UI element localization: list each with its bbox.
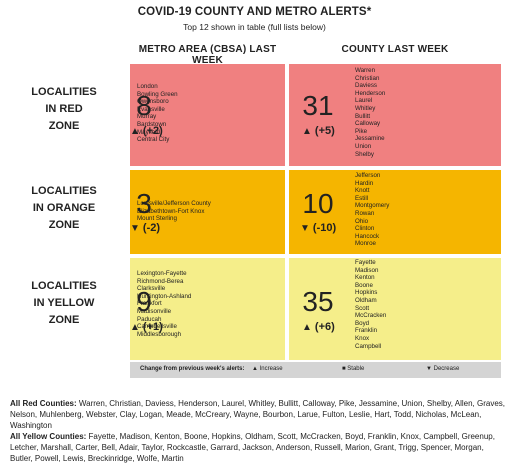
red-metro-change: ▲ (+2): [130, 125, 163, 137]
list-item: Central City: [137, 136, 170, 144]
all-red-counties: All Red Counties: Warren, Christian, Dav…: [10, 399, 505, 430]
increase-icon: ▲: [302, 126, 312, 137]
list-item: Boone: [355, 281, 373, 289]
list-item: Calloway: [355, 120, 381, 128]
yellow-metro-change: ▲ (+1): [130, 321, 163, 333]
page-subtitle: Top 12 shown in table (full lists below): [183, 22, 326, 32]
list-item: Hopkins: [355, 289, 378, 297]
list-item: Mayfield: [137, 128, 161, 136]
yellow-county-list: Fayette Madison Kenton Boone Hopkins Old…: [355, 259, 386, 350]
list-item: Campbell: [355, 342, 382, 350]
red-county-count: 31: [302, 90, 334, 121]
list-item: Clarksville: [137, 285, 166, 293]
list-item: Madisonville: [137, 307, 172, 315]
increase-icon: ▲: [302, 322, 312, 333]
list-item: Franklin: [355, 327, 378, 335]
increase-icon: ▲: [130, 322, 140, 333]
yellow-county-change: ▲ (+6): [302, 321, 335, 333]
yellow-metro-list: Lexington-Fayette Richmond-Berea Clarksv…: [137, 270, 191, 338]
list-item: Boyd: [355, 319, 370, 327]
red-metro-list: London Bowling Green Owensboro Evansvill…: [137, 83, 178, 144]
list-item: Knott: [355, 187, 370, 195]
list-item: Warren: [355, 67, 376, 74]
list-item: Hancock: [355, 232, 380, 240]
list-item: Pike: [355, 127, 368, 135]
list-item: Lexington-Fayette: [137, 270, 187, 277]
list-item: Jefferson: [355, 172, 381, 179]
list-item: Mount Sterling: [137, 215, 177, 223]
red-county-list: Warren Christian Daviess Henderson Laure…: [355, 67, 385, 158]
list-item: Owensboro: [137, 98, 169, 106]
orange-county-cell: 10 ▼ (-10) Jefferson Hardin Knott Estill …: [289, 170, 501, 254]
red-metro-cell: 8 ▲ (+2) London Bowling Green Owensboro E…: [130, 64, 285, 166]
increase-icon: ▲: [130, 126, 140, 137]
list-item: Daviess: [355, 82, 378, 90]
list-item: Huntington-Ashland: [137, 292, 192, 300]
list-item: Montgomery: [355, 202, 390, 210]
list-item: Bardstown: [137, 120, 167, 128]
orange-metro-cell: 3 ▼ (-2) Louisville/Jefferson County Eliz…: [130, 170, 285, 254]
list-item: Scott: [355, 304, 370, 312]
list-item: Union: [355, 142, 372, 150]
red-county-change: ▲ (+5): [302, 125, 335, 137]
list-item: London: [137, 83, 158, 90]
change-legend: Change from previous week's alerts: ▲ In…: [130, 362, 501, 378]
list-item: Shelby: [355, 150, 374, 158]
orange-county-change: ▼ (-10): [300, 222, 337, 234]
list-item: Elizabethtown-Fort Knox: [137, 207, 205, 215]
orange-metro-count: 3: [136, 188, 152, 219]
full-county-lists: All Red Counties: Warren, Christian, Dav…: [10, 398, 505, 464]
list-item: Clinton: [355, 225, 375, 233]
decrease-icon: ▼: [300, 223, 310, 234]
list-item: Laurel: [355, 97, 373, 105]
list-item: Monroe: [355, 240, 376, 248]
list-item: Oldham: [355, 296, 377, 304]
list-item: Hardin: [355, 179, 374, 187]
metro-column-header: METRO AREA (CBSA) LAST WEEK: [138, 44, 277, 66]
list-item: Murray: [137, 113, 157, 121]
decrease-icon: ▼: [130, 223, 140, 234]
legend-stable: ■ Stable: [342, 366, 365, 372]
orange-metro-change: ▼ (-2): [130, 222, 161, 234]
list-item: Paducah: [137, 315, 162, 323]
yellow-county-cell: 35 ▲ (+6) Fayette Madison Kenton Boone Ho…: [289, 258, 501, 360]
list-item: Bullitt: [355, 112, 371, 120]
list-item: Madison: [355, 266, 379, 274]
yellow-zone-label: LOCALITIES IN YELLOW ZONE: [31, 280, 97, 326]
list-item: Henderson: [355, 89, 386, 97]
list-item: Richmond-Berea: [137, 277, 184, 285]
orange-county-count: 10: [302, 188, 334, 219]
list-item: Middlesborough: [137, 330, 182, 338]
list-item: Ohio: [355, 217, 369, 225]
list-item: Estill: [355, 194, 369, 202]
list-item: Kenton: [355, 274, 375, 282]
legend-decrease: ▼ Decrease: [426, 366, 460, 372]
yellow-metro-count: 9: [136, 286, 152, 317]
list-item: Campbellsville: [137, 323, 177, 331]
county-column-header: COUNTY LAST WEEK: [341, 44, 449, 55]
yellow-county-count: 35: [302, 286, 334, 317]
list-item: Rowan: [355, 209, 375, 217]
orange-zone-label: LOCALITIES IN ORANGE ZONE: [31, 185, 97, 231]
legend-caption: Change from previous week's alerts:: [140, 366, 245, 372]
list-item: Evansville: [137, 105, 165, 113]
list-item: Knox: [355, 334, 370, 342]
list-item: Bowling Green: [137, 90, 178, 98]
list-item: Whitley: [355, 104, 376, 112]
list-item: Fayette: [355, 259, 376, 266]
red-county-cell: 31 ▲ (+5) Warren Christian Daviess Hender…: [289, 64, 501, 166]
all-yellow-counties: All Yellow Counties: Fayette, Madison, K…: [10, 432, 495, 463]
yellow-metro-cell: 9 ▲ (+1) Lexington-Fayette Richmond-Berea…: [130, 258, 285, 360]
list-item: Frankfort: [137, 300, 162, 308]
list-item: Christian: [355, 74, 380, 82]
red-metro-count: 8: [136, 90, 152, 121]
list-item: McCracken: [355, 312, 387, 320]
legend-increase: ▲ Increase: [252, 366, 283, 372]
list-item: Louisville/Jefferson County: [137, 200, 211, 207]
page-title: COVID-19 COUNTY AND METRO ALERTS*: [137, 6, 372, 18]
orange-county-list: Jefferson Hardin Knott Estill Montgomery…: [355, 172, 389, 248]
red-zone-label: LOCALITIES IN RED ZONE: [31, 86, 97, 132]
list-item: Jessamine: [355, 135, 385, 143]
orange-metro-list: Louisville/Jefferson County Elizabethtow…: [137, 200, 211, 223]
